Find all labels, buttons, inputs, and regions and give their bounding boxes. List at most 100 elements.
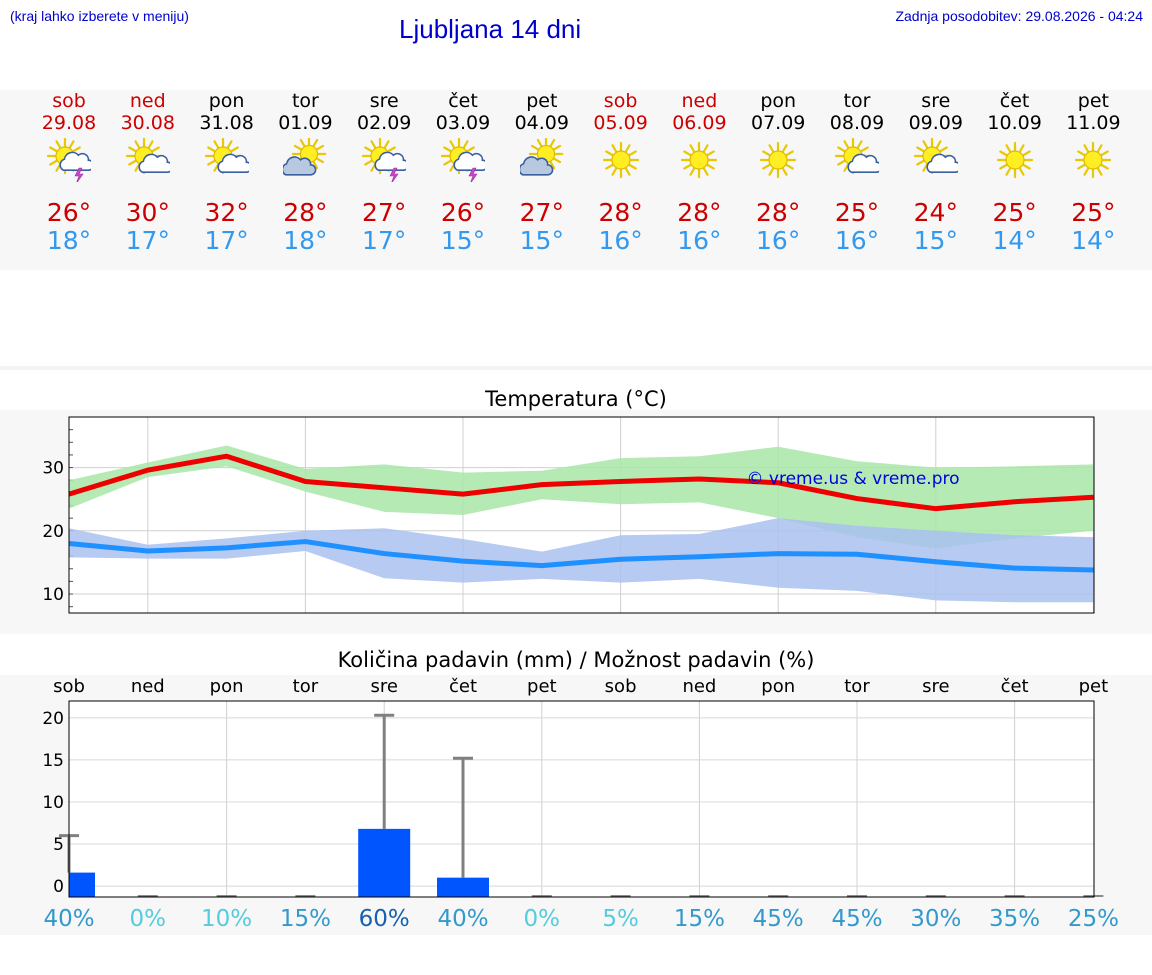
forecast-day: sre 09.09 24° 15° xyxy=(896,90,976,255)
precipitation-chart: 0 5 10 15 20 sob ned pon tor sre čet pet sob ned pon to… xyxy=(42,676,1119,932)
max-temp-line xyxy=(68,453,1094,512)
forecast-strip: sob 29.08 26° 18° ned 30.08 30° 17° pon 31.08 32° 1… xyxy=(0,90,1152,270)
temp-min: 16° xyxy=(598,226,643,255)
day-date: 10.09 xyxy=(987,112,1042,134)
forecast-day: tor 01.09 28° 18° xyxy=(265,90,345,255)
precipitation-chart-title: Količina padavin (mm) / Možnost padavin … xyxy=(337,648,815,672)
temp-max: 25° xyxy=(1071,198,1116,227)
day-date: 30.08 xyxy=(120,112,175,134)
temp-max: 30° xyxy=(125,198,170,227)
cloud-sun-icon xyxy=(283,138,327,176)
precip-probability: 0% xyxy=(524,906,561,932)
day-date: 11.09 xyxy=(1066,112,1121,134)
sun-cloud-thunder-icon xyxy=(362,138,407,182)
temp-max: 27° xyxy=(519,198,564,227)
temp-min: 17° xyxy=(125,226,170,255)
x-tick-label: ned xyxy=(131,676,165,697)
temp-min: 15° xyxy=(913,226,958,255)
x-tick-label: tor xyxy=(293,676,319,697)
day-date: 05.09 xyxy=(593,112,648,134)
day-date: 07.09 xyxy=(750,112,806,134)
y-tick-label: 20 xyxy=(42,522,64,542)
temp-max: 32° xyxy=(204,198,249,227)
day-date: 04.09 xyxy=(514,112,569,134)
day-date: 06.09 xyxy=(672,112,727,134)
day-date: 08.09 xyxy=(829,112,885,134)
temp-max: 28° xyxy=(598,198,643,227)
temp-min: 16° xyxy=(834,226,880,255)
day-date: 03.09 xyxy=(435,112,491,134)
sun-icon xyxy=(996,141,1033,179)
x-tick-label: sob xyxy=(605,676,637,697)
x-tick-label: čet xyxy=(449,676,477,697)
precip-probability: 10% xyxy=(201,906,252,932)
day-name: sob xyxy=(52,90,86,112)
day-name: čet xyxy=(448,90,478,112)
forecast-day: pon 31.08 32° 17° xyxy=(187,90,267,255)
range-band xyxy=(69,445,1094,549)
day-date: 02.09 xyxy=(356,112,412,134)
day-date: 01.09 xyxy=(278,112,333,134)
temp-min: 17° xyxy=(204,226,249,255)
day-name: sre xyxy=(369,90,399,112)
sun-cloud-icon xyxy=(125,138,170,175)
sun-icon xyxy=(602,141,639,179)
temp-max: 28° xyxy=(756,198,801,227)
precip-probability: 15% xyxy=(280,906,331,932)
y-tick-label: 30 xyxy=(42,459,64,479)
forecast-day: sob 29.08 26° 18° xyxy=(29,90,109,255)
plot-area xyxy=(69,701,1094,897)
sun-cloud-thunder-icon xyxy=(47,138,91,182)
y-tick-label: 10 xyxy=(42,793,64,813)
y-tick-label: 15 xyxy=(42,751,64,771)
y-tick-label: 5 xyxy=(53,835,64,855)
precip-probability: 45% xyxy=(831,906,882,932)
temp-min: 14° xyxy=(1071,226,1116,255)
sun-icon xyxy=(1075,141,1112,179)
x-tick-label: pet xyxy=(1079,676,1109,697)
precip-bar xyxy=(358,828,411,897)
y-tick-label: 0 xyxy=(53,877,64,897)
precip-probability: 45% xyxy=(753,906,804,932)
day-name: tor xyxy=(843,90,871,112)
day-name: tor xyxy=(291,90,319,112)
x-tick-label: sob xyxy=(53,676,85,697)
x-tick-label: sre xyxy=(370,676,397,697)
temp-max: 27° xyxy=(362,198,407,227)
forecast-day: sre 02.09 27° 17° xyxy=(344,90,424,255)
x-tick-label: tor xyxy=(844,676,870,697)
temp-max: 25° xyxy=(834,198,880,227)
sun-cloud-icon xyxy=(204,138,249,175)
temp-max: 25° xyxy=(992,198,1037,227)
forecast-day: pet 11.09 25° 14° xyxy=(1053,90,1133,255)
sun-icon xyxy=(681,141,718,179)
temp-max: 26° xyxy=(46,198,92,227)
temperature-chart-title: Temperatura (°C) xyxy=(485,387,667,411)
precip-probability: 30% xyxy=(910,906,961,932)
last-updated: Zadnja posodobitev: 29.08.2026 - 04:24 xyxy=(895,8,1143,24)
precip-probability: 0% xyxy=(130,906,167,932)
day-name: čet xyxy=(999,90,1030,112)
day-name: ned xyxy=(129,90,166,112)
day-name: pon xyxy=(208,90,245,112)
precip-probability: 25% xyxy=(1068,906,1119,932)
x-tick-label: pon xyxy=(761,676,795,697)
temp-min: 15° xyxy=(440,226,486,255)
temp-min: 18° xyxy=(283,226,328,255)
temp-max: 26° xyxy=(440,198,486,227)
temp-min: 16° xyxy=(756,226,801,255)
temp-min: 17° xyxy=(362,226,407,255)
forecast-day: ned 06.09 28° 16° xyxy=(659,90,739,255)
forecast-day: pet 04.09 27° 15° xyxy=(502,90,582,255)
divider xyxy=(0,366,1152,370)
x-tick-label: čet xyxy=(1001,676,1029,697)
cloud-sun-icon xyxy=(519,138,564,176)
day-date: 09.09 xyxy=(908,112,963,134)
precip-probability: 5% xyxy=(602,906,639,932)
precip-bar xyxy=(437,877,489,897)
day-name: sob xyxy=(603,90,638,112)
precip-bar xyxy=(69,872,95,897)
precip-probability: 15% xyxy=(674,906,725,932)
min-temp-line xyxy=(68,539,1094,573)
sun-cloud-icon xyxy=(913,138,958,175)
